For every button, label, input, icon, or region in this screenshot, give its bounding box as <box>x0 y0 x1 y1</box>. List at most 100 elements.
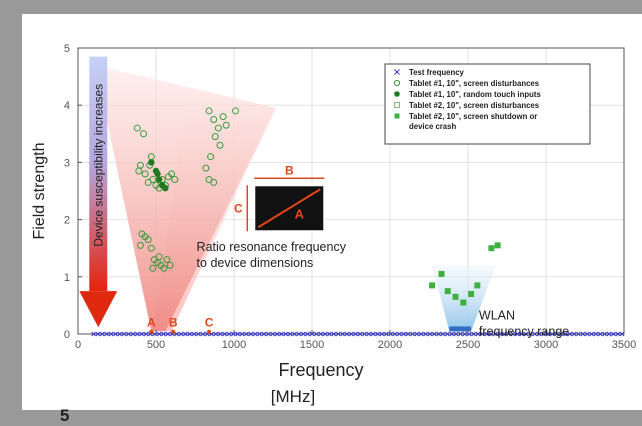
test-frequency-point <box>121 331 127 337</box>
test-frequency-point <box>191 331 197 337</box>
test-frequency-point <box>283 331 289 337</box>
test-frequency-point <box>178 331 184 337</box>
test-frequency-point <box>244 331 249 337</box>
data-point-series-5 <box>460 299 467 306</box>
test-frequency-point <box>619 331 625 337</box>
test-frequency-point <box>99 331 105 337</box>
test-frequency-point <box>261 331 267 337</box>
data-point-series-2 <box>136 241 144 249</box>
test-frequency-point <box>471 331 476 337</box>
test-frequency-point <box>523 331 529 337</box>
test-frequency-point <box>584 331 590 337</box>
test-frequency-point <box>445 331 450 337</box>
test-frequency-point <box>117 331 123 337</box>
y-tick-label: 0 <box>64 329 70 341</box>
test-frequency-point <box>388 331 393 337</box>
figure-number: 5 <box>60 406 70 425</box>
legend-label-5: Tablet #2, 10", screen shutdown or <box>409 112 537 121</box>
marker-label-b: B <box>169 316 178 330</box>
legend-marker-3 <box>394 91 400 97</box>
wlan-label-line2: frequency range <box>479 325 569 339</box>
test-frequency-point <box>300 331 306 337</box>
test-frequency-point <box>126 331 131 337</box>
test-frequency-point <box>95 331 101 337</box>
test-frequency-point <box>401 331 407 337</box>
test-frequency-point <box>174 331 179 337</box>
test-frequency-point <box>161 331 166 337</box>
data-point-series-5 <box>438 270 445 277</box>
device-box-label-top: B <box>285 163 294 177</box>
test-frequency-point <box>466 331 472 337</box>
data-point-series-2 <box>168 170 176 178</box>
test-frequency-point <box>536 331 542 337</box>
susceptibility-arrow-shaft <box>89 56 108 292</box>
legend-marker-2 <box>393 79 401 87</box>
test-frequency-point <box>510 331 516 337</box>
test-frequency-point <box>196 331 201 337</box>
test-frequency-point <box>231 331 236 337</box>
y-axis-label: Field strength <box>31 143 48 240</box>
test-frequency-point <box>248 331 254 337</box>
data-point-series-5 <box>444 288 451 295</box>
annotations: Device susceptibility increases B C A Ratio … <box>79 56 569 339</box>
marker-dot-a <box>149 329 154 334</box>
x-tick-label: 2500 <box>456 339 480 351</box>
test-frequency-point <box>130 331 136 337</box>
data-point-series-2 <box>171 176 179 184</box>
data-point-series-2 <box>160 264 168 272</box>
test-frequency-point <box>475 331 481 337</box>
wlan-label-line1: WLAN <box>479 309 515 323</box>
data-point-series-2 <box>202 164 210 172</box>
test-frequency-point <box>156 331 162 337</box>
test-frequency-point <box>497 331 503 337</box>
data-point-series-2 <box>222 121 230 129</box>
test-frequency-point <box>440 331 446 337</box>
data-point-series-2 <box>147 244 155 252</box>
test-frequency-point <box>340 331 345 337</box>
test-frequency-point <box>274 331 280 337</box>
ratio-label-line2: to device dimensions <box>197 256 314 270</box>
x-tick-label: 2000 <box>378 339 402 351</box>
test-frequency-point <box>152 331 158 337</box>
marker-dot-b <box>171 329 176 334</box>
legend-box <box>384 63 591 145</box>
test-frequency-point <box>362 331 367 337</box>
legend-marker-1 <box>394 69 400 75</box>
data-point-series-2 <box>214 124 222 132</box>
data-point-series-5 <box>429 282 436 289</box>
legend-label-1: Test frequency <box>409 68 465 77</box>
test-frequency-point <box>370 331 376 337</box>
axes: 0 500 1000 1500 2000 2500 3000 3500 0 1 2 3 4 5 Freque… <box>31 43 636 406</box>
test-frequency-point <box>309 331 315 337</box>
data-point-series-2 <box>210 116 218 123</box>
test-frequency-point <box>597 331 603 337</box>
test-frequency-point <box>252 331 258 337</box>
data-point-series-2 <box>232 107 240 115</box>
test-frequency-point <box>453 331 459 337</box>
test-frequency-point <box>576 331 581 337</box>
test-frequency-point <box>558 331 564 337</box>
device-box-label-left: C <box>234 201 243 215</box>
legend-label-3: Tablet #1, 10", random touch inputs <box>409 90 541 99</box>
test-frequency-point <box>514 331 520 337</box>
test-frequency-point <box>602 331 608 337</box>
data-point-series-2 <box>149 264 157 272</box>
test-frequency-point <box>357 331 363 337</box>
figure-panel: 0 500 1000 1500 2000 2500 3000 3500 0 1 2 3 4 5 Freque… <box>22 14 642 425</box>
data-point-series-2 <box>155 253 163 261</box>
x-tick-label: 500 <box>147 339 165 351</box>
test-frequency-point <box>410 331 415 337</box>
legend: Test frequency Tablet #1, 10", screen dis… <box>384 63 591 145</box>
test-frequency-point <box>353 331 359 337</box>
test-frequency-point <box>589 331 594 337</box>
test-frequency-point <box>545 331 551 337</box>
test-frequency-point <box>287 331 293 337</box>
test-frequency-point <box>226 331 232 337</box>
test-frequency-point <box>593 331 599 337</box>
test-frequency-point <box>222 331 227 337</box>
test-frequency-point <box>484 331 490 337</box>
test-frequency-point <box>405 331 411 337</box>
data-point-series-5 <box>474 282 481 289</box>
test-frequency-point <box>532 331 538 337</box>
data-point-series-2 <box>219 113 227 121</box>
